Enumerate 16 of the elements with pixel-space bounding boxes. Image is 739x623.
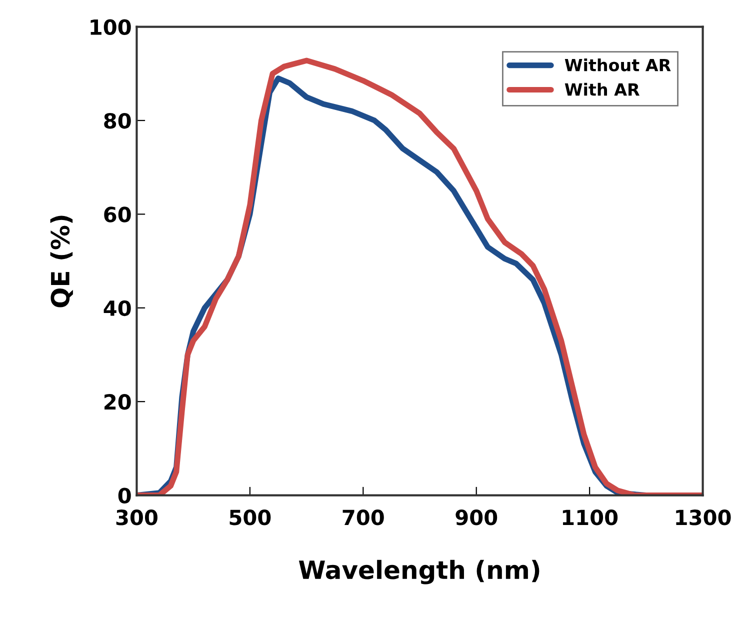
x-tick-label: 1300 <box>676 510 731 526</box>
y-tick-label: 0 <box>118 488 131 504</box>
y-axis-title: QE (%) <box>50 216 73 308</box>
y-tick-label: 80 <box>104 112 131 129</box>
y-tick-label: 40 <box>104 300 131 316</box>
x-tick-label: 1100 <box>562 510 618 526</box>
x-tick-label: 300 <box>116 510 158 526</box>
y-tick-label: 60 <box>104 206 131 222</box>
y-tick-label: 100 <box>90 19 131 35</box>
x-tick-label: 900 <box>456 510 498 526</box>
legend-label: Without AR <box>564 58 671 72</box>
x-tick-label: 700 <box>342 510 384 526</box>
y-tick-label: 20 <box>104 394 131 410</box>
x-tick-label: 500 <box>230 510 271 526</box>
legend-label: With AR <box>564 82 640 96</box>
x-axis-title: Wavelength (nm) <box>298 560 540 584</box>
